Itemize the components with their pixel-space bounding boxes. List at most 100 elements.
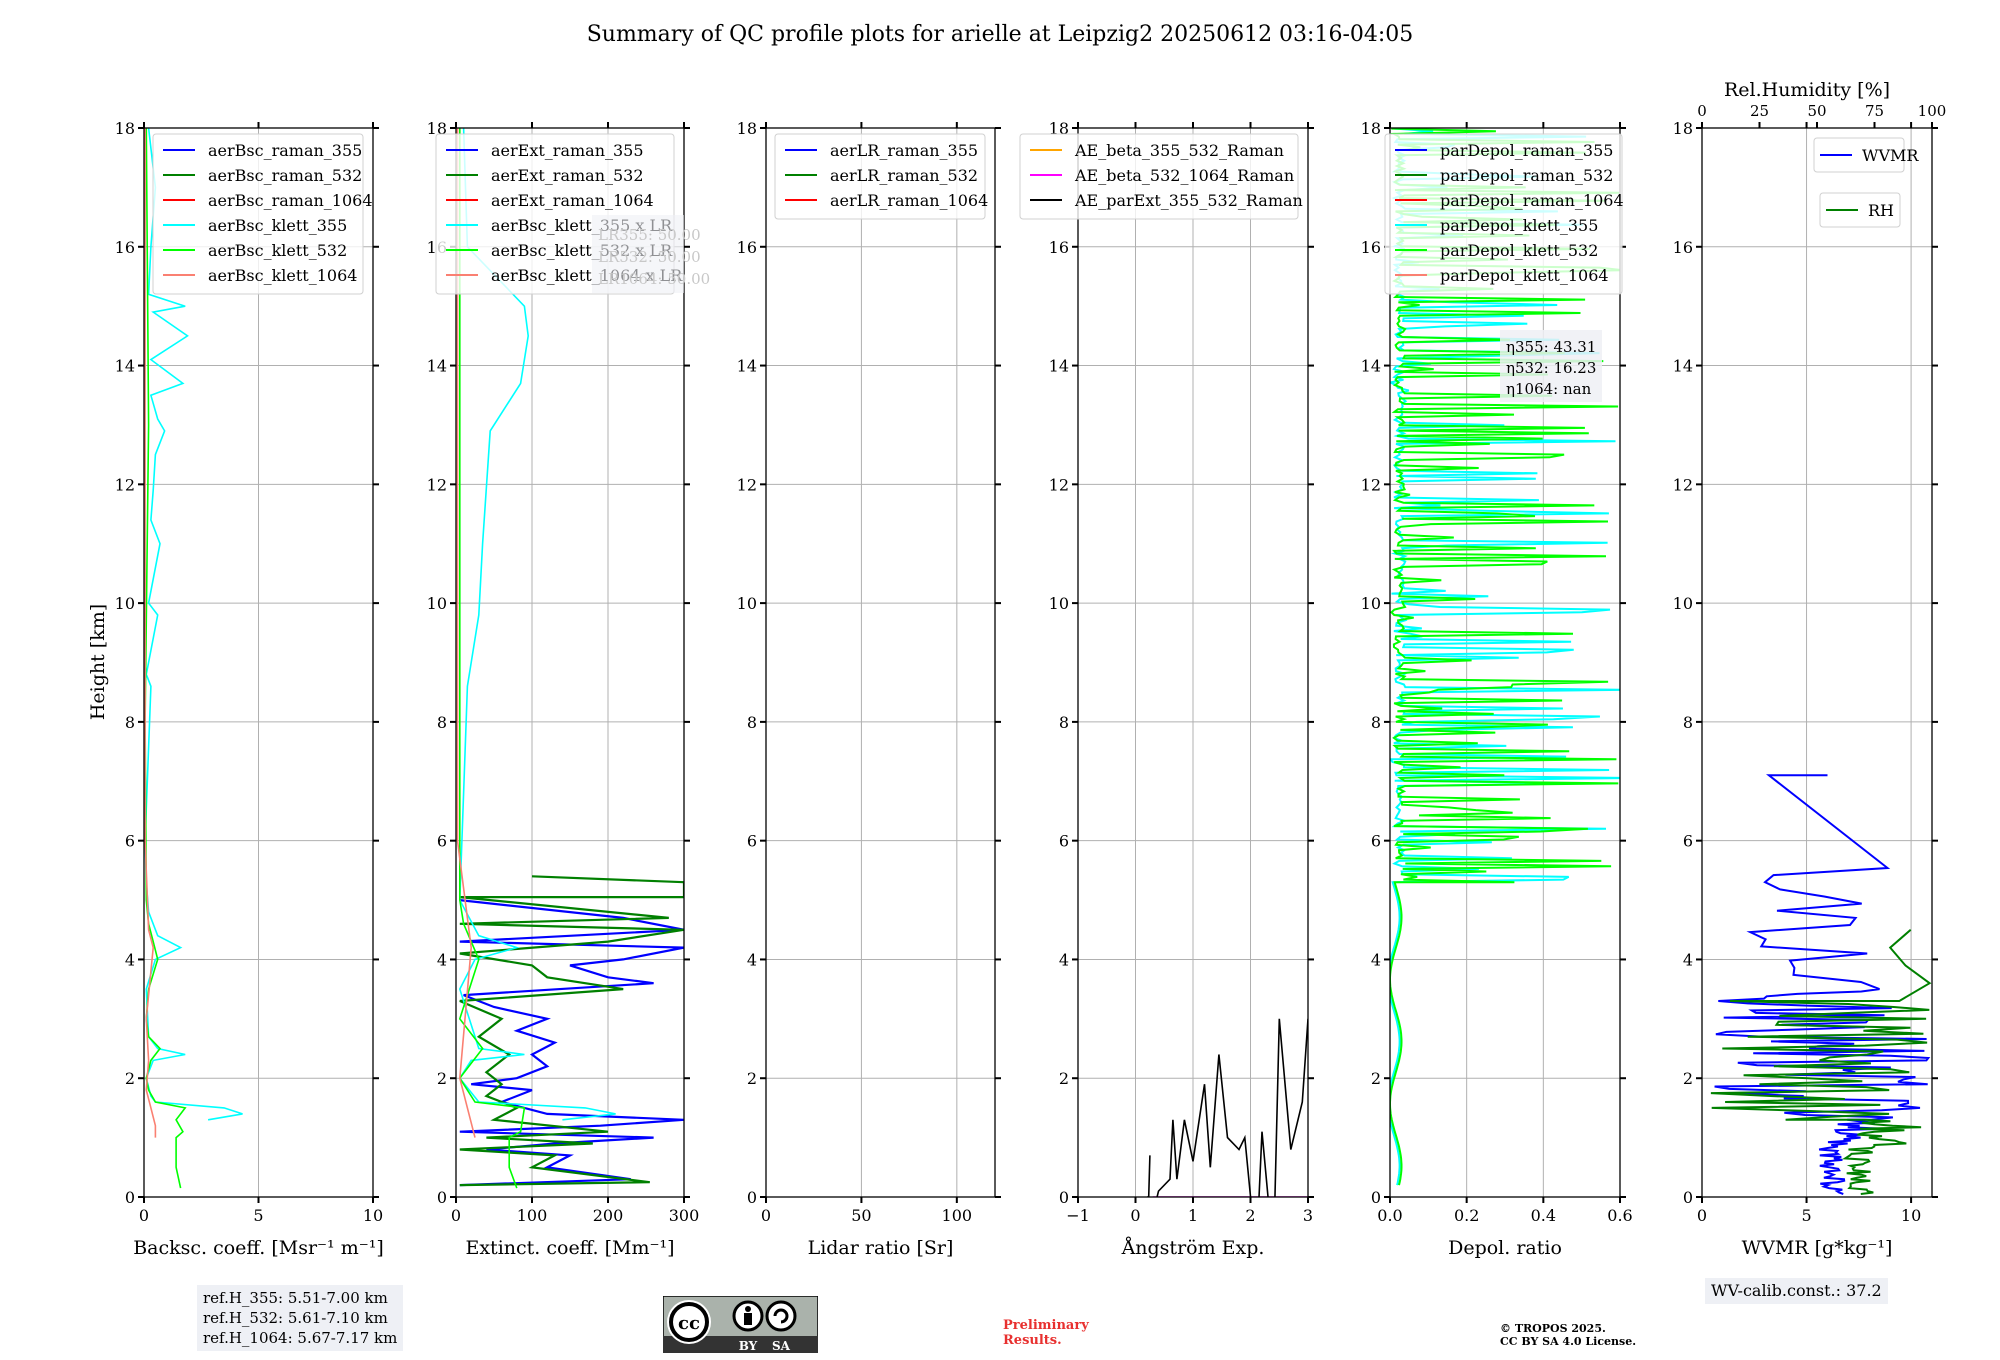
y-tick-label: 6 [437,832,447,851]
y-tick-label: 8 [1059,713,1069,732]
wv-calib-box: WV-calib.const.: 37.2 [1705,1278,1888,1304]
lidar-ratio-box: LR355: 50.00 LR532: 50.00 LR1064: 50.00 [592,215,710,293]
y-tick-label: 14 [115,357,135,376]
data-layer [456,128,684,1189]
legend: WVMR RH [1813,137,1919,228]
legend: aerLR_raman_355 aerLR_raman_532 aerLR_rama… [774,133,988,220]
y-tick-label: 14 [737,357,757,376]
legend-label: aerExt_raman_355 [491,141,644,160]
preliminary-note: Preliminary Results. [1003,1318,1089,1348]
ref-height-532: ref.H_532: 5.61-7.10 km [203,1309,388,1327]
legend-box [774,133,986,220]
data-layer [1147,1018,1308,1197]
y-tick-label: 12 [115,475,135,494]
legend-label: aerBsc_raman_532 [208,166,362,185]
preliminary-line: Preliminary [1003,1318,1089,1333]
data-layer [144,128,243,1189]
series-line-aerBsc_klett_1064 x LR [456,128,476,1138]
legend-label: AE_parExt_355_532_Raman [1074,191,1303,210]
series-line-RH [1710,929,1932,1195]
axes-frame [455,127,685,1198]
y-tick-label: 0 [1683,1188,1693,1207]
copyright-note: © TROPOS 2025. CC BY SA 4.0 License. [1500,1322,1636,1348]
y-tick-label: 0 [437,1188,447,1207]
legend: parDepol_raman_355 parDepol_raman_532 parD… [1384,133,1624,295]
eta-text: η532: 16.23 [1506,359,1596,377]
legend-box-wvmr [1813,137,1905,173]
lr-box-bg [592,215,684,293]
copyright-line: © TROPOS 2025. [1500,1322,1606,1335]
legend: AE_beta_355_532_Raman AE_beta_532_1064_Ra… [1019,133,1303,220]
legend-label: parDepol_klett_532 [1440,241,1598,260]
eta-text: η355: 43.31 [1506,338,1596,356]
y-tick-label: 8 [125,713,135,732]
y-tick-label: 18 [1049,119,1069,138]
y-tick-label: 2 [1371,1069,1381,1088]
series-line-aerExt_raman_355 [459,899,684,1187]
y-tick-label: 4 [437,950,447,969]
legend-label: RH [1868,201,1894,220]
legend-label: AE_beta_355_532_Raman [1074,141,1284,160]
y-tick-label: 6 [1371,832,1381,851]
y-tick-label: 18 [1673,119,1693,138]
y-tick-label: 0 [125,1188,135,1207]
x-tick-label: 0.2 [1454,1206,1479,1225]
y-tick-label: 8 [1371,713,1381,732]
legend-label: parDepol_klett_1064 [1440,266,1609,285]
y-tick-label: 4 [1683,950,1693,969]
top-axis-label: Rel.Humidity [%] [1724,79,1890,101]
legend-box [152,133,364,295]
y-tick-label: 2 [437,1069,447,1088]
y-tick-label: 16 [1673,238,1693,257]
ref-height-355: ref.H_355: 5.51-7.00 km [203,1289,388,1307]
y-tick-label: 2 [747,1069,757,1088]
x-tick-label: 50 [851,1206,871,1225]
series-line-parDepol_klett_355 [1390,128,1620,1186]
x-tick-label: −1 [1066,1206,1090,1225]
x-axis-label: Ångström Exp. [1121,1237,1265,1259]
legend-label: aerBsc_raman_355 [208,141,362,160]
y-tick-label: 12 [1049,475,1069,494]
y-tick-label: 4 [125,950,135,969]
y-tick-label: 14 [1361,357,1381,376]
x-tick-label: 0.6 [1607,1206,1632,1225]
x-tick-label: 3 [1303,1206,1313,1225]
x-tick-label: 300 [669,1206,700,1225]
y-tick-label: 0 [747,1188,757,1207]
x-tick-label: 10 [363,1206,383,1225]
y-tick-label: 18 [427,119,447,138]
lr-box-text: LR355: 50.00 [598,226,701,244]
y-tick-label: 4 [1059,950,1069,969]
x-axis-label: WVMR [g*kg⁻¹] [1742,1237,1893,1259]
legend-label: aerBsc_klett_355 [208,216,347,235]
legend: aerBsc_raman_355 aerBsc_raman_532 aerBsc_r… [152,133,373,295]
svg-text:BY: BY [739,1339,758,1353]
y-tick-label: 18 [737,119,757,138]
y-tick-label: 10 [737,594,757,613]
y-tick-label: 2 [125,1069,135,1088]
x-tick-label: 100 [517,1206,548,1225]
series-line-aerBsc_klett_1064 [144,128,157,1138]
ref-height-1064: ref.H_1064: 5.67-7.17 km [203,1329,398,1347]
x-tick-label: 2 [1245,1206,1255,1225]
x-axis-label: Backsc. coeff. [Msr⁻¹ m⁻¹] [133,1237,384,1259]
eta-text: η1064: nan [1506,380,1592,398]
x-tick-label: 200 [593,1206,624,1225]
x-axis-label: Extinct. coeff. [Mm⁻¹] [465,1237,674,1259]
top-tick-label: 25 [1750,102,1769,120]
legend-label: aerLR_raman_355 [830,141,978,160]
legend-label: aerExt_raman_1064 [491,191,654,210]
legend-label: parDepol_raman_1064 [1440,191,1624,210]
x-tick-label: 0 [761,1206,771,1225]
top-tick-label: 50 [1807,102,1826,120]
legend-label: AE_beta_532_1064_Raman [1074,166,1294,185]
axes-frame [765,127,996,1198]
x-tick-label: 0 [1130,1206,1140,1225]
y-tick-label: 18 [1361,119,1381,138]
y-tick-label: 16 [115,238,135,257]
y-tick-label: 12 [737,475,757,494]
y-tick-label: 0 [1371,1188,1381,1207]
y-axis-label: Height [km] [87,604,109,720]
y-tick-label: 2 [1683,1069,1693,1088]
